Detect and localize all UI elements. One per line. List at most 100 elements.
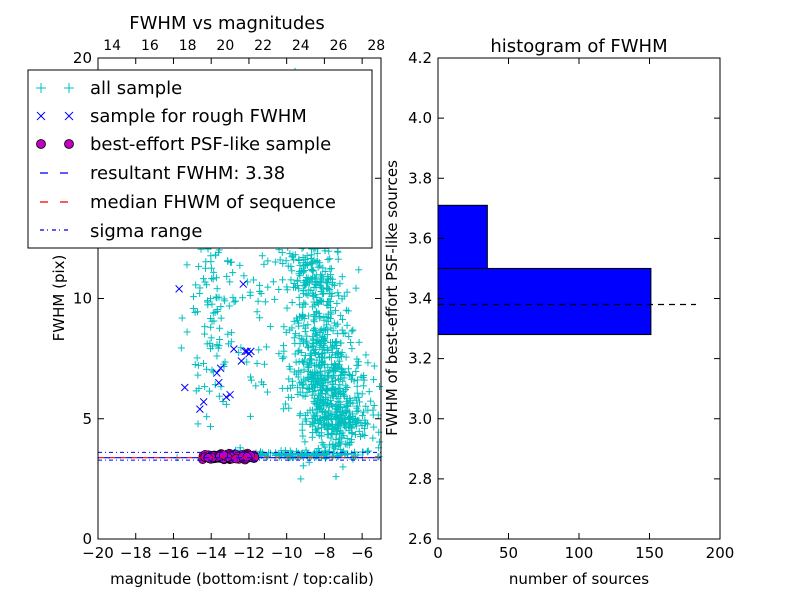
all-sample-point xyxy=(201,264,209,272)
all-sample-point xyxy=(253,308,261,316)
all-sample-point xyxy=(266,323,274,331)
legend-marker-rough-sample xyxy=(36,111,74,121)
all-sample-point xyxy=(328,290,336,298)
all-sample-point xyxy=(284,393,292,401)
all-sample-point xyxy=(216,335,224,343)
all-sample-point xyxy=(347,339,355,347)
rough-sample-point xyxy=(245,349,253,358)
all-sample-point xyxy=(283,304,291,312)
all-sample-point xyxy=(293,314,301,322)
y-tick-label: 4.2 xyxy=(408,49,432,67)
all-sample-point xyxy=(330,319,338,327)
all-sample-point xyxy=(282,257,290,265)
all-sample-point xyxy=(236,261,244,269)
all-sample-point xyxy=(324,347,332,355)
rough-sample-point xyxy=(237,357,246,365)
all-sample-point xyxy=(223,272,231,280)
all-sample-point xyxy=(321,375,329,383)
all-sample-point xyxy=(253,359,261,367)
all-sample-point xyxy=(310,312,318,320)
y-tick-label: 3.8 xyxy=(408,169,432,187)
all-sample-point xyxy=(296,261,304,269)
histogram-panel: histogram of FWHM 0 50 100 150 200 2.6 2.8 3.0… xyxy=(383,36,734,588)
all-sample-point xyxy=(356,398,364,406)
all-sample-point xyxy=(342,386,350,394)
all-sample-point xyxy=(332,473,340,481)
all-sample-point xyxy=(339,377,347,385)
all-sample-point xyxy=(205,387,213,395)
scatter-panel: FWHM vs magnitudes −20 −18 −16 −14 −12 −10 −8−… xyxy=(27,13,385,588)
y-tick-label: 2.6 xyxy=(408,530,432,548)
all-sample-point xyxy=(337,352,345,360)
all-sample-point xyxy=(324,284,332,292)
all-sample-point xyxy=(334,289,342,297)
all-sample-point xyxy=(196,284,204,292)
all-sample-point xyxy=(201,330,209,338)
all-sample-point xyxy=(286,250,294,258)
all-sample-point xyxy=(316,393,324,401)
all-sample-point xyxy=(360,382,368,390)
legend-label-all-sample: all sample xyxy=(90,78,182,99)
all-sample-point xyxy=(193,354,201,362)
all-sample-point xyxy=(335,348,343,356)
all-sample-point xyxy=(212,274,220,282)
all-sample-point xyxy=(340,391,348,399)
all-sample-point xyxy=(226,278,234,286)
all-sample-point xyxy=(329,380,337,388)
all-sample-point xyxy=(298,378,306,386)
histogram-x-axis-label: number of sources xyxy=(509,570,649,588)
all-sample-point xyxy=(220,295,228,303)
top-x-tick-label: 16 xyxy=(141,38,159,54)
all-sample-point xyxy=(195,384,203,392)
all-sample-point xyxy=(295,322,303,330)
all-sample-point xyxy=(328,430,336,438)
all-sample-point xyxy=(288,267,296,275)
all-sample-point xyxy=(293,453,301,461)
rough-sample-point xyxy=(175,285,183,293)
x-tick-label: 200 xyxy=(706,544,735,562)
all-sample-point xyxy=(324,379,332,387)
all-sample-point xyxy=(338,295,346,303)
all-sample-point xyxy=(207,252,215,260)
all-sample-point xyxy=(309,340,317,348)
all-sample-point xyxy=(355,427,363,435)
all-sample-point xyxy=(353,389,361,397)
all-sample-point xyxy=(316,328,324,336)
all-sample-point xyxy=(340,403,348,411)
all-sample-point xyxy=(352,422,360,430)
all-sample-point xyxy=(285,363,293,371)
all-sample-point xyxy=(256,314,264,322)
all-sample-point xyxy=(345,371,353,379)
all-sample-point xyxy=(183,328,191,336)
all-sample-point xyxy=(334,255,342,263)
all-sample-point xyxy=(327,310,335,318)
top-x-tick-label: 28 xyxy=(367,38,385,54)
all-sample-point xyxy=(327,411,335,419)
all-sample-point xyxy=(206,423,214,431)
all-sample-point xyxy=(189,304,197,312)
all-sample-point xyxy=(331,338,339,346)
all-sample-point xyxy=(348,327,356,335)
y-tick-label: 2.8 xyxy=(408,470,432,488)
all-sample-point xyxy=(346,372,354,380)
all-sample-point xyxy=(287,262,295,270)
all-sample-point xyxy=(324,326,332,334)
all-sample-point xyxy=(321,360,329,368)
all-sample-point xyxy=(258,378,266,386)
all-sample-point xyxy=(280,347,288,355)
all-sample-point xyxy=(319,264,327,272)
all-sample-point xyxy=(195,263,203,271)
all-sample-point xyxy=(321,455,329,463)
all-sample-point xyxy=(301,281,309,289)
all-sample-point xyxy=(338,371,346,379)
all-sample-point xyxy=(283,286,291,294)
scatter-x-axis: −20 −18 −16 −14 −12 −10 −8 −6 xyxy=(82,58,373,562)
all-sample-point xyxy=(306,358,314,366)
all-sample-point xyxy=(307,375,315,383)
all-sample-point xyxy=(299,262,307,270)
all-sample-point xyxy=(286,447,294,455)
all-sample-point xyxy=(207,258,215,266)
all-sample-point xyxy=(335,292,343,300)
legend-label-rough-sample: sample for rough FWHM xyxy=(90,106,307,127)
all-sample-point xyxy=(288,377,296,385)
